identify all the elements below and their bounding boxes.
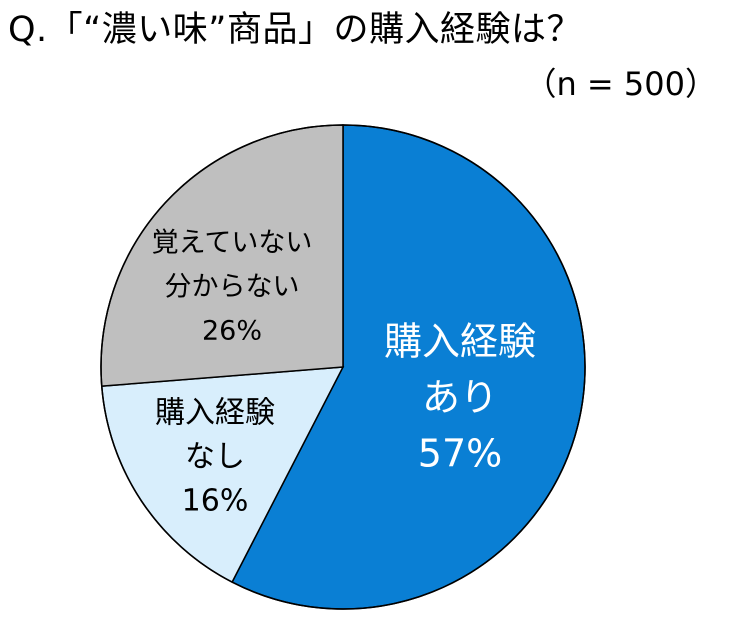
slice-category-label: あり	[422, 376, 498, 420]
slice-category-label: 覚えていない	[152, 228, 313, 259]
slice-percent-label: 26%	[202, 316, 262, 347]
slice-category-label: 分からない	[165, 272, 300, 303]
chart-title: Q.「“濃い味”商品」の購入経験は？	[8, 10, 582, 50]
slice-category-label: 購入経験	[155, 396, 275, 431]
sample-size-label: （n = 500）	[524, 65, 717, 103]
slice-percent-label: 57%	[418, 432, 502, 476]
pie-slices	[100, 124, 586, 610]
slice-category-label: なし	[185, 440, 245, 475]
slice-category-label: 購入経験	[384, 320, 536, 364]
pie-outline	[100, 124, 586, 610]
slice-percent-label: 16%	[182, 484, 249, 519]
